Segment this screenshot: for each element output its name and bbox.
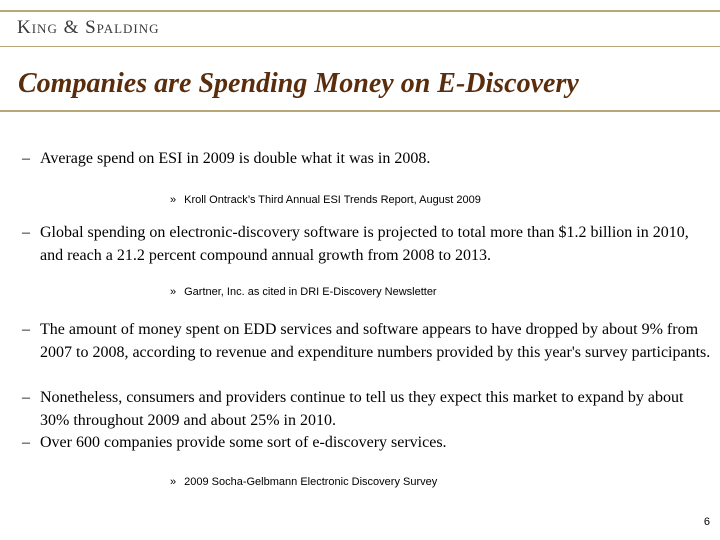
bullet-text: The amount of money spent on EDD service…: [40, 321, 711, 361]
logo-rule: [0, 46, 720, 47]
source-text: Gartner, Inc. as cited in DRI E-Discover…: [184, 286, 437, 298]
bullet-item: – Global spending on electronic-discover…: [22, 222, 712, 267]
bullet-item: – The amount of money spent on EDD servi…: [22, 319, 712, 364]
bullet-dash: –: [22, 389, 30, 406]
source-citation: » 2009 Socha-Gelbmann Electronic Discover…: [170, 476, 437, 488]
title-rule: [0, 110, 720, 112]
source-marker: »: [170, 476, 177, 488]
source-citation: » Kroll Ontrack’s Third Annual ESI Trends…: [170, 194, 481, 206]
firm-logo: King & Spalding: [17, 17, 160, 38]
bullet-item: – Nonetheless, consumers and providers c…: [22, 387, 712, 432]
source-text: 2009 Socha-Gelbmann Electronic Discovery…: [184, 476, 438, 488]
source-marker: »: [170, 286, 177, 298]
bullet-text: Average spend on ESI in 2009 is double w…: [40, 150, 431, 167]
bullet-item: – Over 600 companies provide some sort o…: [22, 432, 712, 455]
bullet-text: Over 600 companies provide some sort of …: [40, 434, 447, 451]
bullet-item: – Average spend on ESI in 2009 is double…: [22, 148, 712, 171]
bullet-dash: –: [22, 434, 30, 451]
bullet-dash: –: [22, 150, 30, 167]
slide-title: Companies are Spending Money on E-Discov…: [18, 68, 579, 99]
bullet-dash: –: [22, 321, 30, 338]
bullet-text: Global spending on electronic-discovery …: [40, 224, 689, 264]
bullet-dash: –: [22, 224, 30, 241]
page-number: 6: [703, 516, 710, 528]
top-rule: [0, 10, 720, 12]
source-marker: »: [170, 194, 177, 206]
source-citation: » Gartner, Inc. as cited in DRI E-Discove…: [170, 286, 437, 298]
bullet-text: Nonetheless, consumers and providers con…: [40, 389, 684, 429]
source-text: Kroll Ontrack’s Third Annual ESI Trends …: [184, 194, 481, 206]
